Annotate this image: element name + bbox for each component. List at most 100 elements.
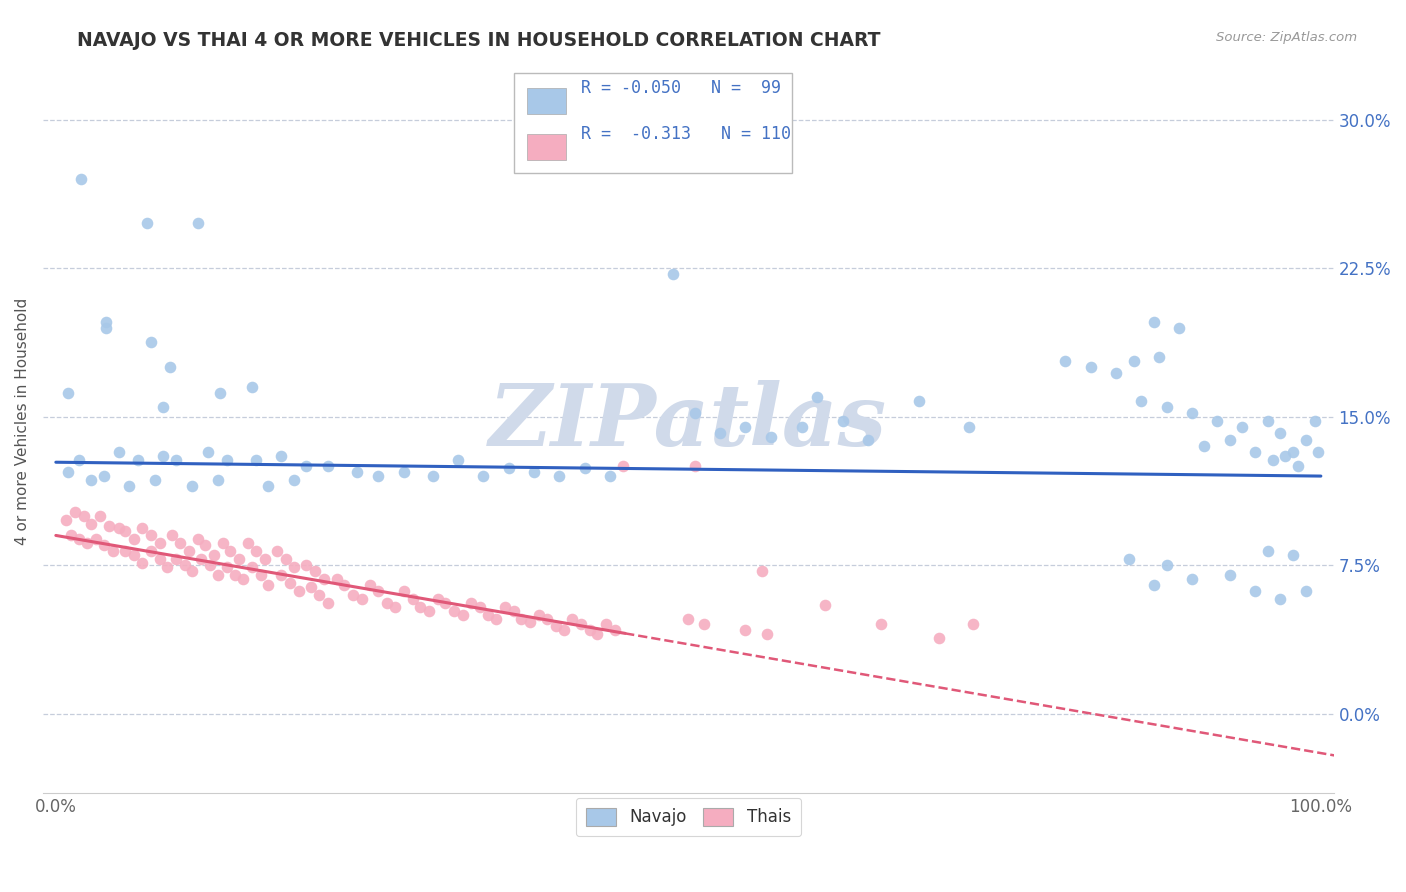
Point <box>295 459 318 474</box>
Point <box>477 607 499 622</box>
Point <box>1206 414 1229 428</box>
Point <box>578 624 600 638</box>
Point <box>422 469 444 483</box>
Point <box>426 591 449 606</box>
Point <box>502 604 524 618</box>
Point <box>108 445 131 459</box>
Point <box>165 453 187 467</box>
Point <box>86 533 108 547</box>
Point <box>561 611 583 625</box>
Point <box>156 560 179 574</box>
Point <box>98 518 121 533</box>
Point <box>257 578 280 592</box>
Point <box>249 568 271 582</box>
Point <box>299 580 322 594</box>
FancyBboxPatch shape <box>527 87 565 114</box>
Point <box>928 632 950 646</box>
Point <box>683 459 706 474</box>
Point <box>60 528 83 542</box>
Point <box>498 461 520 475</box>
Point <box>418 604 440 618</box>
Point <box>662 267 685 281</box>
Point <box>152 400 174 414</box>
Point <box>1054 354 1077 368</box>
Point <box>165 552 187 566</box>
Point <box>814 598 837 612</box>
Point <box>957 419 980 434</box>
Point <box>224 568 246 582</box>
Point <box>333 578 356 592</box>
Point <box>160 528 183 542</box>
Text: NAVAJO VS THAI 4 OR MORE VEHICLES IN HOUSEHOLD CORRELATION CHART: NAVAJO VS THAI 4 OR MORE VEHICLES IN HOU… <box>77 31 880 50</box>
Point <box>346 465 368 479</box>
Point <box>792 419 814 434</box>
Point <box>494 599 516 614</box>
Point <box>1219 568 1241 582</box>
Point <box>1194 439 1216 453</box>
Point <box>257 479 280 493</box>
Point <box>612 459 634 474</box>
Point <box>1274 450 1296 464</box>
Point <box>127 453 149 467</box>
Point <box>367 469 389 483</box>
Point <box>468 599 491 614</box>
Point <box>148 536 170 550</box>
Point <box>510 611 533 625</box>
Point <box>209 386 232 401</box>
Point <box>1232 419 1254 434</box>
Point <box>63 505 86 519</box>
Point <box>553 624 575 638</box>
Point <box>278 576 301 591</box>
Text: Source: ZipAtlas.com: Source: ZipAtlas.com <box>1216 31 1357 45</box>
Point <box>101 544 124 558</box>
Point <box>1181 406 1204 420</box>
Point <box>544 619 567 633</box>
Point <box>1244 445 1267 459</box>
Point <box>1261 453 1284 467</box>
Point <box>1219 434 1241 448</box>
Point <box>962 617 984 632</box>
Point <box>181 564 204 578</box>
Point <box>58 386 80 401</box>
Point <box>1295 583 1317 598</box>
Point <box>207 568 229 582</box>
Point <box>131 556 153 570</box>
Point <box>1257 414 1279 428</box>
Point <box>1303 414 1326 428</box>
Point <box>1282 548 1305 562</box>
Point <box>1118 552 1140 566</box>
Point <box>734 419 756 434</box>
Point <box>283 560 305 574</box>
Point <box>574 461 596 475</box>
Point <box>207 473 229 487</box>
Point <box>599 469 621 483</box>
Point <box>67 533 90 547</box>
Point <box>401 591 423 606</box>
Point <box>519 615 541 630</box>
Point <box>73 508 96 523</box>
Point <box>350 591 373 606</box>
Point <box>1168 320 1191 334</box>
Point <box>80 516 103 531</box>
Point <box>96 315 118 329</box>
Point <box>806 390 828 404</box>
Point <box>527 607 550 622</box>
Point <box>114 544 136 558</box>
Point <box>143 473 166 487</box>
Point <box>1130 393 1153 408</box>
Point <box>228 552 250 566</box>
Point <box>692 617 714 632</box>
Point <box>392 465 415 479</box>
Point <box>124 533 146 547</box>
Point <box>274 552 297 566</box>
Point <box>586 627 609 641</box>
Point <box>124 548 146 562</box>
Point <box>308 588 330 602</box>
Point <box>93 538 115 552</box>
Point <box>194 538 217 552</box>
Point <box>1308 445 1330 459</box>
Point <box>1147 351 1170 365</box>
Point <box>93 469 115 483</box>
Point <box>1286 459 1309 474</box>
Text: R =  -0.313   N = 110: R = -0.313 N = 110 <box>581 125 792 143</box>
